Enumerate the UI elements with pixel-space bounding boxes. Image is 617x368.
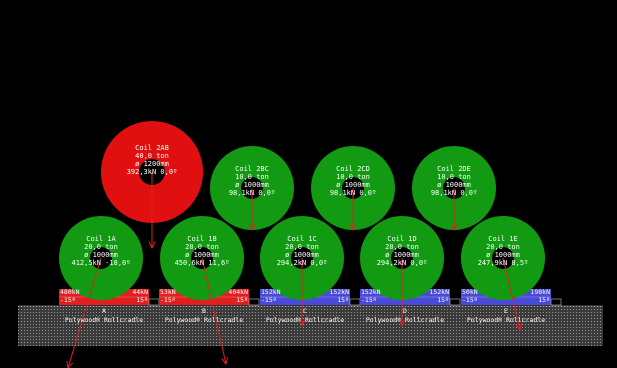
cradle-letter: C	[303, 307, 307, 315]
cradle-left-force: 53kN	[160, 288, 176, 296]
cradle-gap	[148, 298, 160, 306]
deck-floor	[18, 306, 603, 346]
cradle-name: Polywood® Rollcradle	[164, 316, 244, 324]
cradle-left-angle: -15º	[462, 296, 478, 304]
force-arrow-head	[148, 241, 156, 250]
cradle-right-force: 198kN	[530, 288, 550, 296]
cradle-left-angle: -15º	[261, 296, 277, 304]
cradle-left-force: 152kN	[261, 288, 281, 296]
cradle-left-force: 480kN	[60, 288, 80, 296]
force-arrow-head	[450, 223, 458, 232]
cradle-name: Polywood® Rollcradle	[265, 316, 345, 324]
cradle-gap	[349, 298, 361, 306]
cradle-left-angle: -15º	[60, 296, 76, 304]
cradle-right-force: 152kN	[429, 288, 449, 296]
force-arrow-head	[349, 223, 357, 232]
cradle-right-angle: 15º	[538, 296, 550, 304]
force-arrow-head	[298, 319, 306, 328]
force-arrow-head	[398, 319, 406, 328]
force-arrow-head	[515, 323, 523, 332]
force-arrow	[201, 257, 227, 365]
cradle-left-angle: -15º	[361, 296, 377, 304]
force-arrow	[67, 257, 102, 368]
cradle-left-force: 50kN	[462, 288, 478, 296]
force-arrow-head	[248, 223, 256, 232]
cradle-letter: B	[202, 307, 206, 315]
force-arrow	[502, 257, 521, 331]
cradle-right-force: 404kN	[228, 288, 248, 296]
force-arrow-head	[221, 357, 229, 366]
cradle-right-force: 152kN	[329, 288, 349, 296]
cradle-right-angle: 15º	[437, 296, 449, 304]
cradle-left-force: 152kN	[361, 288, 381, 296]
cradle-name: Polywood® Rollcradle	[365, 316, 445, 324]
cradle-letter: D	[403, 307, 407, 315]
cradle-right-angle: 15º	[236, 296, 248, 304]
cradle-name: Polywood® Rollcradle	[64, 316, 144, 324]
cradle-left-angle: -15º	[160, 296, 176, 304]
cradle-letter: A	[102, 307, 106, 315]
cradle-name: Polywood® Rollcradle	[466, 316, 546, 324]
cradle-right-angle: 15º	[136, 296, 148, 304]
cradle-letter: E	[504, 307, 508, 315]
cradle-right-angle: 15º	[337, 296, 349, 304]
cradle-right-force: 44kN	[132, 288, 148, 296]
cradle-gap	[550, 298, 562, 306]
cradle-gap	[449, 298, 461, 306]
force-arrow-head	[66, 361, 74, 368]
cradle-gap	[248, 298, 260, 306]
